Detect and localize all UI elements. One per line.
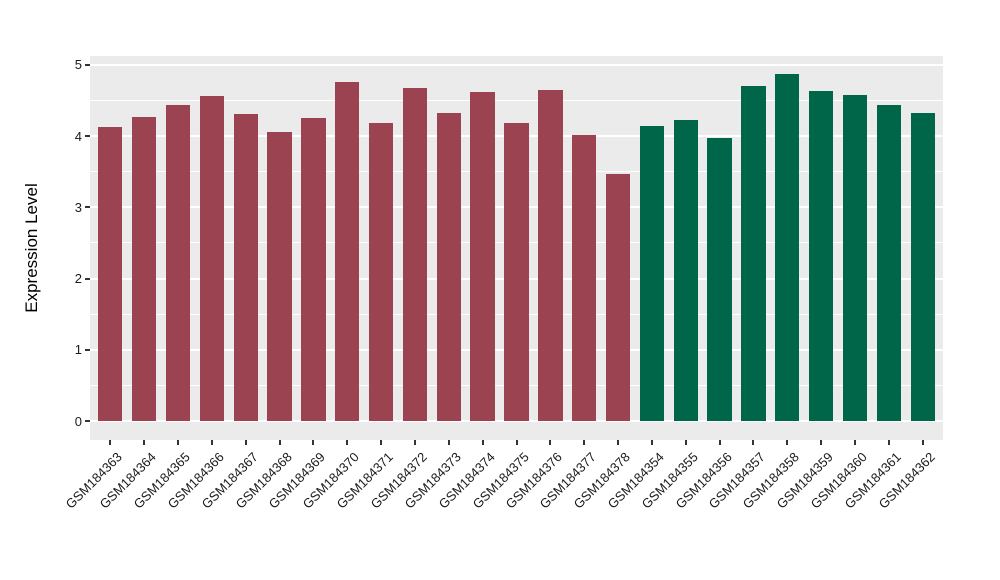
plot-panel: [90, 56, 943, 440]
x-tick-mark: [684, 440, 687, 445]
bar-GSM184357: [741, 86, 766, 421]
bar-GSM184371: [368, 123, 394, 421]
bar-GSM184354: [639, 126, 665, 421]
x-tick-mark: [650, 440, 653, 445]
major-gridline: [90, 420, 943, 422]
x-tick-mark: [921, 440, 924, 445]
bar-GSM184369: [301, 118, 326, 421]
y-tick-label: 4: [74, 128, 82, 144]
bar-GSM184359: [808, 91, 834, 421]
x-tick-mark: [617, 440, 620, 445]
y-tick-label: 0: [74, 413, 82, 429]
bar-GSM184372: [402, 88, 428, 421]
bar-GSM184368: [267, 131, 292, 421]
bar-GSM184373: [436, 113, 461, 421]
x-tick-mark: [312, 440, 315, 445]
y-tick-label: 2: [74, 271, 82, 286]
bar-GSM184361: [876, 105, 901, 421]
x-tick-mark: [887, 440, 890, 445]
y-tick-mark: [85, 348, 90, 351]
bar-GSM184377: [572, 135, 597, 421]
x-tick-mark: [718, 440, 721, 445]
y-tick-mark: [85, 420, 90, 422]
x-tick-mark: [583, 440, 586, 445]
x-tick-mark: [481, 440, 484, 445]
x-tick-mark: [177, 440, 179, 445]
x-tick-mark: [447, 440, 450, 445]
bar-GSM184360: [842, 94, 868, 421]
bar-GSM184378: [605, 173, 631, 421]
bar-GSM184358: [775, 74, 800, 421]
bar-GSM184366: [199, 96, 225, 421]
x-tick-mark: [380, 440, 383, 445]
y-tick-mark: [85, 277, 90, 280]
bar-GSM184376: [538, 90, 563, 421]
x-tick-mark: [413, 440, 416, 445]
bar-GSM184374: [470, 91, 495, 421]
y-axis-title: Expression Level: [22, 183, 41, 313]
x-tick-mark: [278, 440, 281, 445]
x-tick-mark: [244, 440, 247, 445]
bar-GSM184367: [233, 113, 258, 421]
x-tick-mark: [143, 440, 146, 445]
bar-GSM184356: [707, 138, 732, 421]
x-tick-mark: [549, 440, 552, 445]
x-tick-mark: [820, 440, 823, 445]
x-tick-mark: [210, 440, 213, 445]
y-tick-mark: [85, 135, 90, 137]
y-tick-label: 1: [74, 342, 82, 358]
bar-GSM184375: [504, 123, 529, 421]
x-tick-mark: [109, 440, 112, 445]
x-tick-mark: [346, 440, 349, 445]
x-tick-mark: [853, 440, 856, 445]
bar-GSM184364: [131, 116, 157, 421]
x-tick-mark: [752, 440, 755, 445]
bar-GSM184362: [910, 112, 935, 421]
y-tick-mark: [85, 63, 90, 66]
x-tick-mark: [786, 440, 789, 445]
bar-GSM184363: [98, 126, 123, 421]
major-gridline: [90, 63, 943, 66]
x-tick-mark: [515, 440, 518, 445]
bar-GSM184370: [335, 81, 360, 421]
y-tick-mark: [85, 206, 90, 209]
bar-GSM184365: [165, 104, 191, 421]
bar-GSM184355: [673, 120, 698, 421]
y-tick-label: 3: [74, 199, 82, 215]
y-tick-label: 5: [74, 57, 82, 73]
minor-gridline: [90, 99, 943, 101]
